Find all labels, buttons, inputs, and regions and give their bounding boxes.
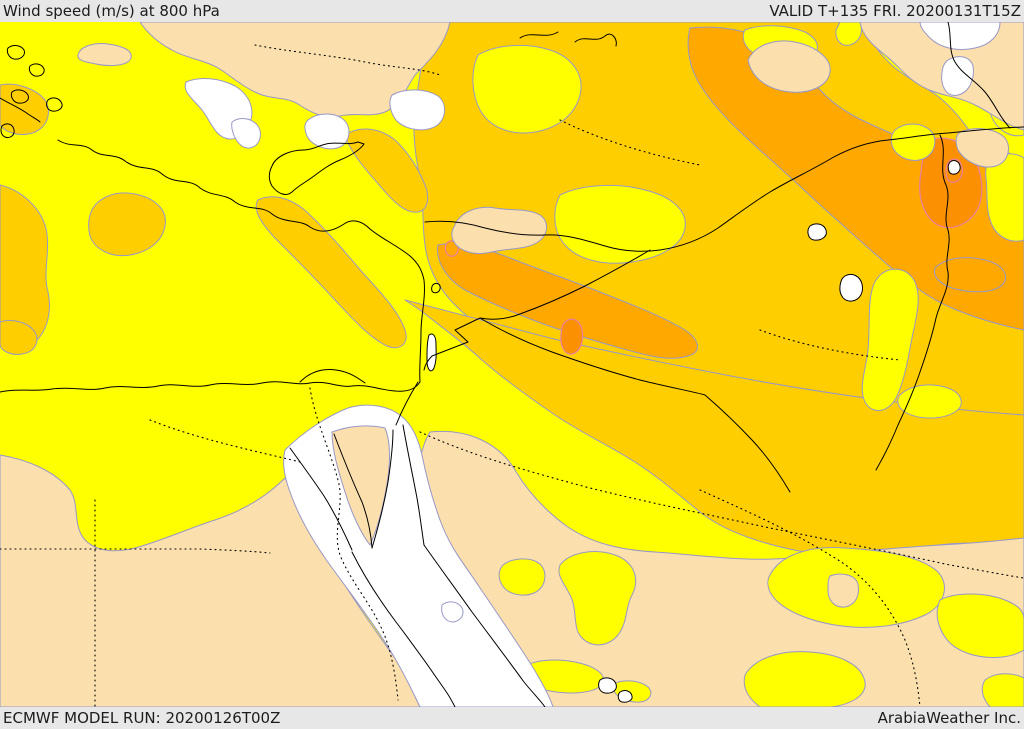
sea-of-galilee xyxy=(431,282,441,294)
white-blacksea-bay xyxy=(389,89,445,131)
geography-lines xyxy=(0,22,1024,707)
white-patch-topright2 xyxy=(941,56,974,96)
valid-time-label: VALID T+135 FRI. 20200131T15Z xyxy=(769,2,1021,20)
blacksea-coast-fragments xyxy=(519,31,617,47)
yellow-patch xyxy=(861,268,919,411)
map-canvas xyxy=(0,22,1024,707)
cyprus-coastline xyxy=(268,141,365,195)
wind-contour-map xyxy=(0,22,1024,707)
border-iraq-iran xyxy=(875,134,950,471)
yellow-patch xyxy=(743,651,866,707)
yellow-patch xyxy=(981,673,1024,707)
model-run-label: ECMWF MODEL RUN: 20200126T00Z xyxy=(3,709,281,727)
border-egypt-israel xyxy=(395,381,419,426)
caspian-coast xyxy=(947,22,1011,129)
border-jordan-saudi-zigzag xyxy=(423,317,481,371)
cream-sinai xyxy=(331,425,391,546)
cream-hole xyxy=(827,573,859,608)
gulf-suez-east-shore xyxy=(333,433,373,549)
orange-east-blob xyxy=(933,257,1007,293)
gulf-suez-west-shore xyxy=(289,447,353,551)
cream-turkey xyxy=(139,22,451,118)
footer-bar: ECMWF MODEL RUN: 20200126T00Z ArabiaWeat… xyxy=(0,707,1024,729)
yellow-patch xyxy=(897,384,962,419)
gold-cyprus-se-band xyxy=(255,196,407,349)
aegean-coast-stub xyxy=(0,97,41,123)
dead-sea xyxy=(426,333,437,372)
credit-label: ArabiaWeather Inc. xyxy=(877,709,1021,727)
levant-coastline xyxy=(0,279,425,393)
aegean-islands xyxy=(0,45,63,138)
saudi-inner-dotted xyxy=(699,489,921,707)
orange-syria-jordan-band xyxy=(437,242,698,359)
cream-right-blob xyxy=(747,40,831,93)
white-patch xyxy=(304,113,350,150)
cream-small-blob xyxy=(77,43,132,67)
egypt-admin-dotted xyxy=(149,419,301,463)
lake-van xyxy=(807,223,827,241)
border-egypt-sudan-dotted xyxy=(0,548,271,554)
gulf-aqaba-east-shore xyxy=(402,424,425,546)
yellow-patches-south xyxy=(498,546,1024,707)
small-lake-ne xyxy=(947,160,961,175)
dark-core-jordan xyxy=(560,318,584,355)
gold-left-blob xyxy=(88,192,166,257)
yellow-patch xyxy=(936,593,1024,658)
ne-admin-dotted xyxy=(559,119,701,166)
nile-delta-coast xyxy=(299,369,366,384)
red-sea-east-coast xyxy=(423,544,546,707)
cream-syria-patch xyxy=(451,206,547,255)
dotted-lines xyxy=(0,44,1024,707)
red-sea-west-coast xyxy=(351,551,456,707)
yellow-patch xyxy=(498,558,546,596)
gold-bottomleft-blob xyxy=(0,319,38,355)
yellow-patch xyxy=(890,123,936,161)
turkey-admin-dotted xyxy=(254,44,441,76)
nile-river-dotted xyxy=(309,387,399,701)
sinai-east-shore xyxy=(371,429,394,549)
border-syria-iraq xyxy=(479,249,651,320)
cream-topright-blob xyxy=(955,128,1009,168)
lake-urmia xyxy=(839,273,863,302)
border-iraq-saudi xyxy=(479,317,791,493)
white-patch xyxy=(231,118,261,149)
yellow-patch xyxy=(985,153,1024,242)
yellow-patch xyxy=(472,45,582,134)
iraq-admin-dotted xyxy=(759,329,901,361)
map-title: Wind speed (m/s) at 800 hPa xyxy=(3,2,220,20)
border-turkey-south xyxy=(424,126,1024,252)
white-patch-topright xyxy=(919,22,1001,51)
header-bar: Wind speed (m/s) at 800 hPa VALID T+135 … xyxy=(0,0,1024,22)
saudi-north-dotted xyxy=(419,431,1024,579)
white-patch-coast xyxy=(441,601,464,623)
red-sea-islands xyxy=(598,677,633,703)
yellow-patch xyxy=(554,184,686,264)
mediterranean-coastline xyxy=(57,139,425,281)
yellow-patch xyxy=(558,551,637,646)
gold-syria-band xyxy=(344,128,429,213)
